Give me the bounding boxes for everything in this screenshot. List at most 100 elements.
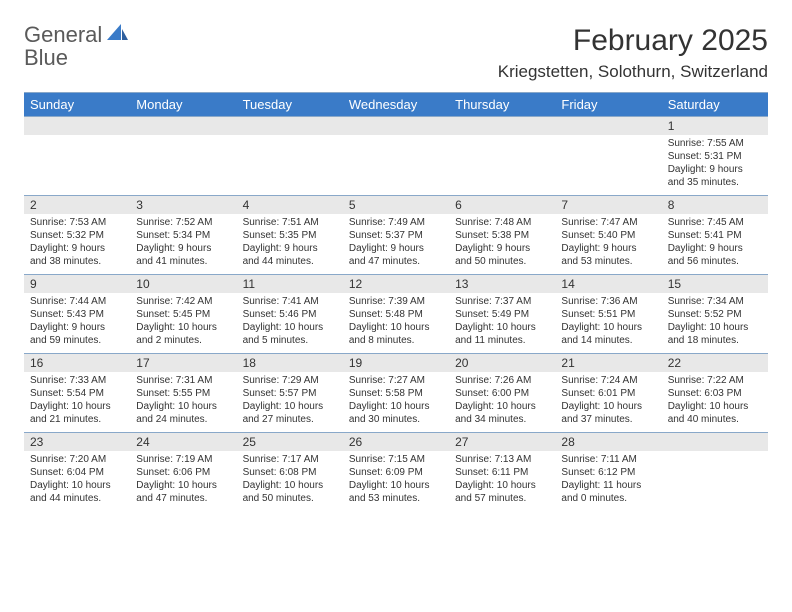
- day-text: Sunrise: 7:19 AMSunset: 6:06 PMDaylight:…: [130, 451, 236, 511]
- day-number-cell: 20: [449, 354, 555, 373]
- day-text: Sunrise: 7:26 AMSunset: 6:00 PMDaylight:…: [449, 372, 555, 432]
- daylight-text: Daylight: 10 hours and 40 minutes.: [668, 400, 762, 426]
- day-number: [449, 117, 555, 121]
- calendar-header-row: Sunday Monday Tuesday Wednesday Thursday…: [24, 93, 768, 117]
- day-number-cell: 22: [662, 354, 768, 373]
- day-number: 15: [662, 275, 768, 293]
- dow-thursday: Thursday: [449, 93, 555, 117]
- sunrise-text: Sunrise: 7:11 AM: [561, 453, 655, 466]
- sunrise-text: Sunrise: 7:15 AM: [349, 453, 443, 466]
- sail-icon: [107, 24, 129, 47]
- sunset-text: Sunset: 6:11 PM: [455, 466, 549, 479]
- daylight-text: Daylight: 10 hours and 57 minutes.: [455, 479, 549, 505]
- day-number: 4: [237, 196, 343, 214]
- day-text: [555, 135, 661, 191]
- day-number-cell: 27: [449, 433, 555, 452]
- day-number: 18: [237, 354, 343, 372]
- day-cell: Sunrise: 7:55 AMSunset: 5:31 PMDaylight:…: [662, 135, 768, 196]
- sunset-text: Sunset: 6:09 PM: [349, 466, 443, 479]
- day-text: Sunrise: 7:44 AMSunset: 5:43 PMDaylight:…: [24, 293, 130, 353]
- day-text: Sunrise: 7:31 AMSunset: 5:55 PMDaylight:…: [130, 372, 236, 432]
- day-cell: Sunrise: 7:45 AMSunset: 5:41 PMDaylight:…: [662, 214, 768, 275]
- day-number: 9: [24, 275, 130, 293]
- sunrise-text: Sunrise: 7:53 AM: [30, 216, 124, 229]
- day-number: 24: [130, 433, 236, 451]
- sunrise-text: Sunrise: 7:49 AM: [349, 216, 443, 229]
- day-number-cell: 9: [24, 275, 130, 294]
- sunset-text: Sunset: 5:52 PM: [668, 308, 762, 321]
- brand-word1: General: [24, 22, 102, 47]
- day-text: Sunrise: 7:17 AMSunset: 6:08 PMDaylight:…: [237, 451, 343, 511]
- sunset-text: Sunset: 5:49 PM: [455, 308, 549, 321]
- day-cell: Sunrise: 7:47 AMSunset: 5:40 PMDaylight:…: [555, 214, 661, 275]
- day-number-cell: [449, 117, 555, 136]
- sunset-text: Sunset: 5:55 PM: [136, 387, 230, 400]
- day-text: Sunrise: 7:47 AMSunset: 5:40 PMDaylight:…: [555, 214, 661, 274]
- sunset-text: Sunset: 6:00 PM: [455, 387, 549, 400]
- sunset-text: Sunset: 5:38 PM: [455, 229, 549, 242]
- day-cell: Sunrise: 7:11 AMSunset: 6:12 PMDaylight:…: [555, 451, 661, 511]
- day-cell: Sunrise: 7:27 AMSunset: 5:58 PMDaylight:…: [343, 372, 449, 433]
- week-daynum-row: 2345678: [24, 196, 768, 215]
- calendar-grid: Sunday Monday Tuesday Wednesday Thursday…: [24, 92, 768, 511]
- sunrise-text: Sunrise: 7:26 AM: [455, 374, 549, 387]
- sunset-text: Sunset: 5:32 PM: [30, 229, 124, 242]
- sunrise-text: Sunrise: 7:17 AM: [243, 453, 337, 466]
- daylight-text: Daylight: 10 hours and 2 minutes.: [136, 321, 230, 347]
- sunrise-text: Sunrise: 7:34 AM: [668, 295, 762, 308]
- day-number-cell: 23: [24, 433, 130, 452]
- day-number-cell: [130, 117, 236, 136]
- dow-saturday: Saturday: [662, 93, 768, 117]
- sunset-text: Sunset: 6:03 PM: [668, 387, 762, 400]
- day-cell: [24, 135, 130, 196]
- sunset-text: Sunset: 5:40 PM: [561, 229, 655, 242]
- day-cell: Sunrise: 7:42 AMSunset: 5:45 PMDaylight:…: [130, 293, 236, 354]
- sunrise-text: Sunrise: 7:52 AM: [136, 216, 230, 229]
- day-number-cell: 16: [24, 354, 130, 373]
- day-number-cell: 21: [555, 354, 661, 373]
- day-number: 10: [130, 275, 236, 293]
- sunrise-text: Sunrise: 7:13 AM: [455, 453, 549, 466]
- sunrise-text: Sunrise: 7:44 AM: [30, 295, 124, 308]
- daylight-text: Daylight: 9 hours and 59 minutes.: [30, 321, 124, 347]
- day-text: Sunrise: 7:52 AMSunset: 5:34 PMDaylight:…: [130, 214, 236, 274]
- sunrise-text: Sunrise: 7:22 AM: [668, 374, 762, 387]
- daylight-text: Daylight: 10 hours and 24 minutes.: [136, 400, 230, 426]
- day-number-cell: 3: [130, 196, 236, 215]
- day-number-cell: [662, 433, 768, 452]
- day-cell: Sunrise: 7:22 AMSunset: 6:03 PMDaylight:…: [662, 372, 768, 433]
- daylight-text: Daylight: 10 hours and 5 minutes.: [243, 321, 337, 347]
- day-number-cell: 8: [662, 196, 768, 215]
- day-cell: Sunrise: 7:24 AMSunset: 6:01 PMDaylight:…: [555, 372, 661, 433]
- daylight-text: Daylight: 9 hours and 56 minutes.: [668, 242, 762, 268]
- day-cell: Sunrise: 7:26 AMSunset: 6:00 PMDaylight:…: [449, 372, 555, 433]
- day-text: [662, 451, 768, 507]
- day-text: Sunrise: 7:45 AMSunset: 5:41 PMDaylight:…: [662, 214, 768, 274]
- sunset-text: Sunset: 5:45 PM: [136, 308, 230, 321]
- day-number: 23: [24, 433, 130, 451]
- sunrise-text: Sunrise: 7:36 AM: [561, 295, 655, 308]
- day-number-cell: 17: [130, 354, 236, 373]
- day-number: 5: [343, 196, 449, 214]
- day-number-cell: 18: [237, 354, 343, 373]
- sunrise-text: Sunrise: 7:27 AM: [349, 374, 443, 387]
- daylight-text: Daylight: 10 hours and 27 minutes.: [243, 400, 337, 426]
- day-cell: Sunrise: 7:48 AMSunset: 5:38 PMDaylight:…: [449, 214, 555, 275]
- brand-logo: General Blue: [24, 24, 129, 70]
- day-number: 3: [130, 196, 236, 214]
- day-number-cell: 2: [24, 196, 130, 215]
- day-cell: Sunrise: 7:15 AMSunset: 6:09 PMDaylight:…: [343, 451, 449, 511]
- day-text: Sunrise: 7:53 AMSunset: 5:32 PMDaylight:…: [24, 214, 130, 274]
- day-number: 14: [555, 275, 661, 293]
- sunset-text: Sunset: 5:51 PM: [561, 308, 655, 321]
- daylight-text: Daylight: 10 hours and 50 minutes.: [243, 479, 337, 505]
- day-cell: Sunrise: 7:53 AMSunset: 5:32 PMDaylight:…: [24, 214, 130, 275]
- day-number: 13: [449, 275, 555, 293]
- daylight-text: Daylight: 9 hours and 35 minutes.: [668, 163, 762, 189]
- sunrise-text: Sunrise: 7:20 AM: [30, 453, 124, 466]
- daylight-text: Daylight: 10 hours and 11 minutes.: [455, 321, 549, 347]
- day-cell: [662, 451, 768, 511]
- daylight-text: Daylight: 11 hours and 0 minutes.: [561, 479, 655, 505]
- month-title: February 2025: [498, 24, 768, 58]
- day-cell: [555, 135, 661, 196]
